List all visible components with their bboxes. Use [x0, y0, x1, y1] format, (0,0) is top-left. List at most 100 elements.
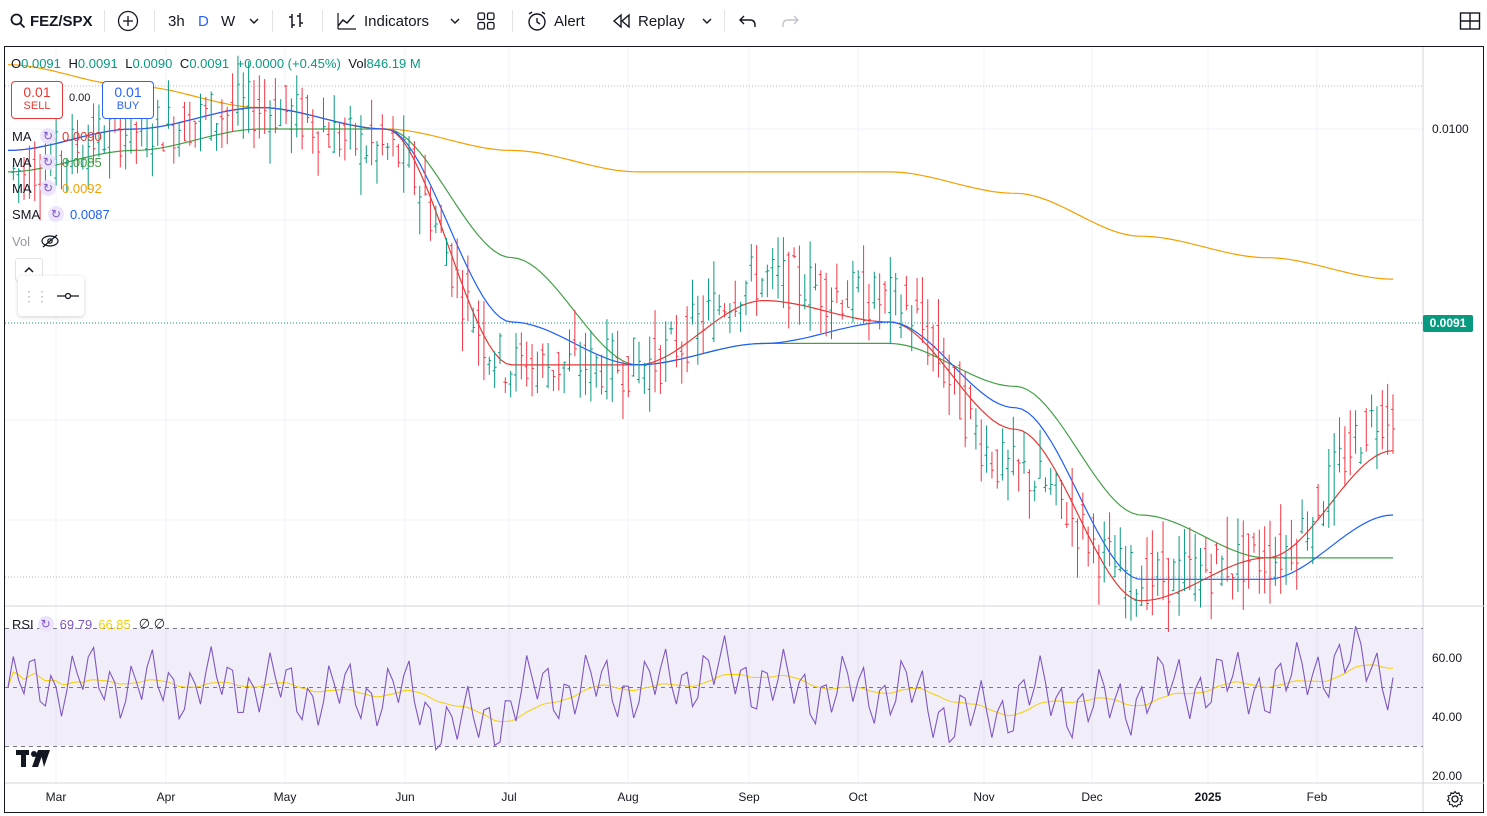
chart-settings-button[interactable]: [1446, 790, 1464, 813]
price-bar: [1278, 504, 1283, 594]
price-bar: [1342, 426, 1347, 487]
settings-icon[interactable]: ↻: [48, 206, 64, 222]
chevron-up-icon: [24, 266, 34, 273]
rewind-icon: [612, 13, 630, 29]
price-bar: [380, 114, 385, 156]
time-axis-label: May: [273, 790, 297, 804]
price-bar: [64, 158, 69, 193]
settings-icon[interactable]: ↻: [40, 128, 56, 144]
replay-dropdown[interactable]: [701, 0, 713, 42]
toolbar-divider: [322, 10, 323, 32]
replay-button[interactable]: Replay: [612, 0, 685, 42]
ma-line-3: [7, 64, 1394, 280]
price-bar: [439, 204, 444, 233]
price-bar: [1070, 467, 1075, 547]
price-bar: [637, 341, 642, 384]
price-bar: [604, 319, 609, 400]
interval-w[interactable]: W: [221, 12, 236, 30]
indicators-button[interactable]: Indicators: [336, 0, 429, 42]
interval-3h[interactable]: 3h: [168, 12, 185, 30]
chart-type-button[interactable]: [286, 0, 306, 42]
high-label: H: [68, 56, 78, 71]
price-bar: [936, 299, 941, 378]
alarm-clock-icon: [528, 11, 546, 31]
price-bar: [610, 333, 615, 403]
layouts-button[interactable]: [476, 0, 496, 42]
time-axis-label: Jul: [501, 790, 517, 804]
interval-dropdown[interactable]: [248, 0, 260, 42]
tradingview-logo[interactable]: [16, 750, 50, 773]
price-bar: [653, 310, 658, 393]
price-bar: [358, 115, 363, 195]
undo-button[interactable]: [738, 0, 758, 42]
price-bar: [1032, 480, 1037, 502]
indicator-value: 0.0087: [70, 206, 110, 222]
redo-button[interactable]: [780, 0, 800, 42]
alert-label: Alert: [554, 12, 585, 30]
indicator-ma-3[interactable]: MA ↻ 0.0092: [12, 178, 102, 198]
sell-button[interactable]: 0.01 SELL: [11, 81, 63, 119]
rsi-extra: ∅ ∅: [138, 616, 166, 631]
price-bar: [920, 277, 925, 344]
price-bar: [776, 237, 781, 299]
line-tool-icon[interactable]: [56, 291, 80, 301]
layout-select-button[interactable]: [1459, 0, 1481, 42]
price-bar: [1022, 432, 1027, 474]
price-bar: [353, 123, 358, 156]
price-bar: [1000, 428, 1005, 481]
symbol-search[interactable]: FEZ/SPX: [10, 0, 93, 42]
price-bar: [952, 366, 957, 395]
indicator-ma-1[interactable]: MA ↻ 0.0090: [12, 126, 102, 146]
price-bar: [1246, 533, 1251, 589]
settings-icon[interactable]: ↻: [37, 616, 54, 632]
time-axis-label: Jun: [395, 790, 415, 804]
indicator-ma-2[interactable]: MA ↻ 0.0085: [12, 152, 102, 172]
price-bar: [685, 306, 690, 373]
price-bar: [155, 99, 160, 146]
price-bar: [963, 370, 968, 448]
price-bar: [433, 205, 438, 234]
eye-hidden-icon[interactable]: [40, 234, 60, 248]
indicator-sma[interactable]: SMA ↻ 0.0087: [12, 204, 110, 224]
price-bar: [1305, 511, 1310, 551]
price-bar: [519, 332, 524, 380]
price-bar: [166, 80, 171, 129]
indicators-icon: [337, 13, 356, 30]
price-bar: [1353, 410, 1358, 454]
compare-symbol-button[interactable]: [117, 0, 139, 42]
price-bar: [1048, 467, 1053, 495]
buy-button[interactable]: 0.01 BUY: [102, 81, 154, 119]
price-bar: [1161, 521, 1166, 601]
price-bar: [241, 72, 246, 139]
drag-handle-icon[interactable]: ⋮⋮: [22, 287, 49, 304]
settings-icon[interactable]: ↻: [40, 154, 56, 170]
price-bar: [1251, 532, 1256, 553]
indicator-vol[interactable]: Vol: [12, 231, 60, 251]
rsi-legend: RSI ↻ 69.79 66.85 ∅ ∅: [12, 616, 165, 632]
price-bar: [850, 260, 855, 323]
price-bar: [396, 143, 401, 168]
indicators-dropdown[interactable]: [449, 0, 461, 42]
time-axis-label: Nov: [973, 790, 995, 804]
price-bar: [1385, 383, 1390, 455]
price-bar: [1294, 538, 1299, 590]
alert-button[interactable]: Alert: [526, 0, 585, 42]
price-bar: [562, 361, 567, 394]
rsi-value: 69.79: [59, 616, 93, 632]
price-bar: [701, 295, 706, 355]
price-bar: [1016, 458, 1021, 492]
price-bar: [273, 78, 278, 134]
ohlc-legend: O0.0091 H0.0091 L0.0090 C0.0091 +0.0000 …: [11, 56, 421, 71]
price-bar: [86, 124, 91, 190]
interval-d[interactable]: D: [198, 12, 209, 30]
price-bar: [1059, 479, 1064, 519]
settings-icon[interactable]: ↻: [40, 180, 56, 196]
price-bar: [27, 145, 32, 199]
price-bar: [578, 341, 583, 398]
price-bar: [642, 362, 647, 394]
price-bar: [193, 120, 198, 148]
price-bar: [1187, 527, 1192, 591]
price-bar: [797, 245, 802, 325]
price-bar: [219, 99, 224, 148]
